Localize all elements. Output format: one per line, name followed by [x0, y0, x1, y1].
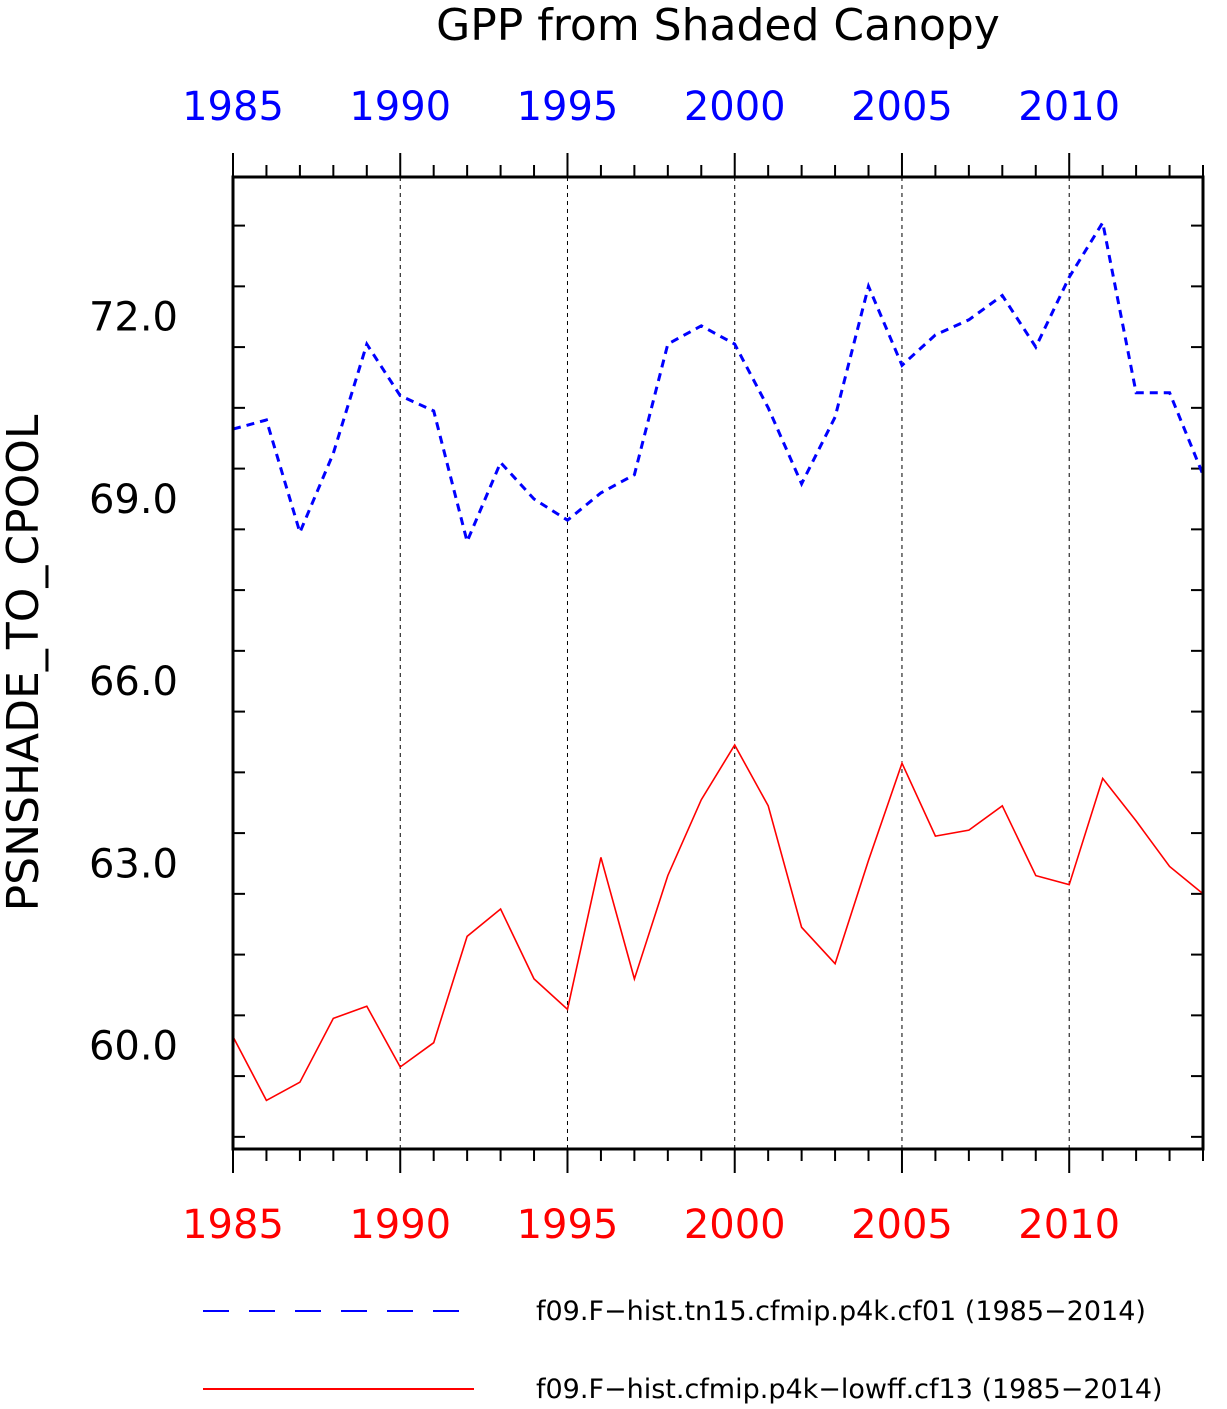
series-line-2	[232, 743, 1204, 1102]
legend: f09.F−hist.tn15.cfmip.p4k.cf01 (1985−201…	[203, 1296, 1163, 1405]
top-x-tick-label: 2005	[851, 84, 953, 130]
top-x-tick-label: 2010	[1018, 84, 1120, 130]
y-tick-label: 60.0	[89, 1024, 178, 1070]
bottom-x-tick-label: 2000	[684, 1202, 786, 1248]
bottom-x-tick-label: 2010	[1018, 1202, 1120, 1248]
y-tick-label: 63.0	[89, 841, 178, 887]
series-line-1	[232, 218, 1205, 547]
y-axis-label: PSNSHADE_TO_CPOOL	[0, 414, 49, 911]
bottom-x-tick-labels: 1985 1990 1995 2000 2005 2010	[182, 1202, 1120, 1248]
y-tick-label: 66.0	[89, 659, 178, 705]
chart-title: GPP from Shaded Canopy	[436, 0, 1000, 51]
legend-label-series-1: f09.F−hist.tn15.cfmip.p4k.cf01 (1985−201…	[536, 1296, 1146, 1327]
legend-label-series-2: f09.F−hist.cfmip.p4k−lowff.cf13 (1985−20…	[536, 1374, 1163, 1405]
bottom-x-tick-label: 1985	[182, 1202, 284, 1248]
bottom-x-tick-label: 1990	[349, 1202, 451, 1248]
y-tick-label: 72.0	[89, 295, 178, 341]
top-x-tick-label: 1985	[182, 84, 284, 130]
series-lines	[232, 218, 1205, 1102]
grid-lines	[399, 177, 1070, 1149]
y-tick-label: 69.0	[89, 477, 178, 523]
top-x-tick-label: 1995	[517, 84, 619, 130]
axis-ticks	[232, 153, 1204, 1173]
top-x-tick-label: 2000	[684, 84, 786, 130]
plot-frame	[231, 175, 1205, 1151]
top-x-tick-labels: 1985 1990 1995 2000 2005 2010	[182, 84, 1120, 130]
y-tick-labels: 60.0 63.0 66.0 69.0 72.0	[89, 295, 178, 1070]
bottom-x-tick-label: 2005	[851, 1202, 953, 1248]
bottom-x-tick-label: 1995	[517, 1202, 619, 1248]
top-x-tick-label: 1990	[349, 84, 451, 130]
